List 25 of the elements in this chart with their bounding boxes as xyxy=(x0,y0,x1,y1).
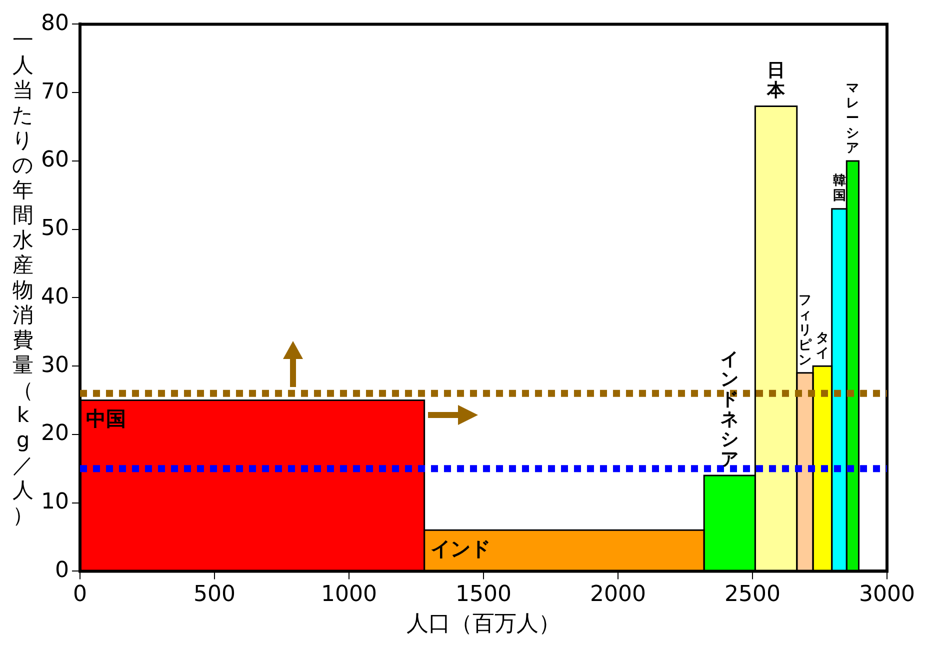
x-tick-label: 1500 xyxy=(456,582,512,608)
annotation: 韓国 xyxy=(832,174,846,204)
annotation: 日本 xyxy=(766,60,786,101)
annotation: インド xyxy=(430,536,490,560)
annotation: タイ xyxy=(816,330,829,361)
y-tick-label: 0 xyxy=(54,558,69,583)
y-tick-label: 40 xyxy=(40,284,69,310)
x-tick-label: 2500 xyxy=(724,582,781,608)
y-tick-label: 60 xyxy=(40,148,69,173)
annotation: フィリピン xyxy=(798,292,812,368)
x-tick-label: 2000 xyxy=(590,582,646,608)
annotation: 中国 xyxy=(86,406,126,430)
y-tick-label: 50 xyxy=(40,216,69,242)
x-tick-label: 500 xyxy=(193,582,236,608)
x-axis-title: 人口（百万人） xyxy=(406,612,560,637)
y-tick-label: 70 xyxy=(40,79,69,104)
y-tick-label: 80 xyxy=(40,10,69,36)
annotation: マレーシア xyxy=(846,80,860,156)
text: 一人当たりの年間水産物消費量（kg／人） xyxy=(12,28,34,527)
y-tick-label: 10 xyxy=(40,490,69,515)
y-tick-label: 30 xyxy=(40,352,69,378)
y-tick-label: 20 xyxy=(40,421,69,446)
x-tick-label: 3000 xyxy=(859,582,916,608)
x-tick-label: 0 xyxy=(72,582,87,608)
x-tick-label: 1000 xyxy=(321,582,377,608)
